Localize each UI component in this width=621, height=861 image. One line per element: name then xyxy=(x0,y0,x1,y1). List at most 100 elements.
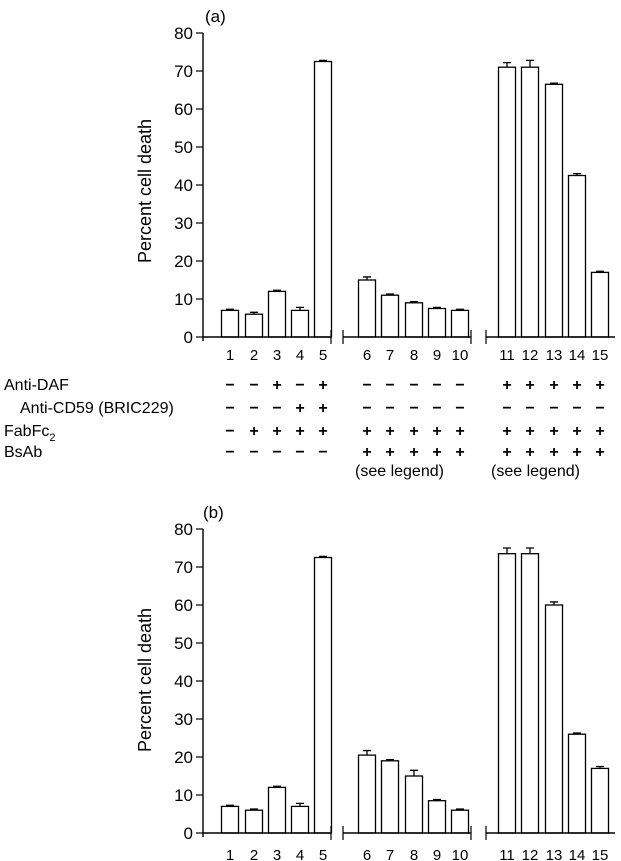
bar-10 xyxy=(450,309,470,338)
y-tick-label: 30 xyxy=(174,214,193,233)
error-bar-15 xyxy=(596,270,604,273)
x-category-label: 15 xyxy=(592,347,609,364)
minus-sign: − xyxy=(272,400,281,417)
minus-sign: − xyxy=(295,444,304,461)
plus-sign: + xyxy=(502,423,511,440)
plus-sign: + xyxy=(385,423,394,440)
minus-sign: − xyxy=(249,400,258,417)
x-category-label: 14 xyxy=(569,847,586,861)
bar-10 xyxy=(450,809,470,834)
plus-sign: + xyxy=(525,377,534,394)
row-label-fabfc2: FabFc2 xyxy=(4,423,55,444)
plus-sign: + xyxy=(318,423,327,440)
row-label-anti-daf: Anti-DAF xyxy=(4,377,69,394)
minus-sign: − xyxy=(385,377,394,394)
error-bar-14 xyxy=(573,172,581,176)
minus-sign: − xyxy=(432,400,441,417)
minus-sign: − xyxy=(249,444,258,461)
y-tick-label: 80 xyxy=(174,24,193,43)
legend-note-group-2: (see legend) xyxy=(355,463,444,480)
bar-2 xyxy=(244,313,264,338)
minus-sign: − xyxy=(409,400,418,417)
minus-sign: − xyxy=(362,400,371,417)
minus-sign: − xyxy=(318,444,327,461)
minus-sign: − xyxy=(549,400,558,417)
x-category-label: 6 xyxy=(363,847,371,861)
plus-sign: + xyxy=(595,423,604,440)
panel-a-label: (a) xyxy=(205,7,226,26)
error-bar-1 xyxy=(226,804,234,807)
bar-8 xyxy=(404,775,424,834)
minus-sign: − xyxy=(502,400,511,417)
plus-sign: + xyxy=(432,423,441,440)
error-bar-10 xyxy=(456,808,464,811)
y-tick-label: 50 xyxy=(174,634,193,653)
y-tick-label: 0 xyxy=(184,824,193,843)
x-category-label: 5 xyxy=(319,847,327,861)
x-category-label: 10 xyxy=(452,847,469,861)
plus-sign: + xyxy=(572,377,581,394)
error-bar-8 xyxy=(410,769,418,776)
x-category-label: 13 xyxy=(546,847,563,861)
y-tick-label: 60 xyxy=(174,596,193,615)
x-category-label: 5 xyxy=(319,347,327,364)
bar-1 xyxy=(220,805,240,834)
error-bar-12 xyxy=(526,547,534,554)
x-category-label: 10 xyxy=(452,347,469,364)
y-tick-label: 30 xyxy=(174,710,193,729)
x-category-label: 3 xyxy=(273,347,281,364)
x-category-label: 8 xyxy=(410,847,418,861)
minus-sign: − xyxy=(272,444,281,461)
error-bar-13 xyxy=(550,601,558,605)
y-tick-label: 80 xyxy=(174,520,193,539)
row-label-bsab: BsAb xyxy=(4,444,42,461)
bar-2 xyxy=(244,809,264,834)
error-bar-11 xyxy=(503,61,511,68)
x-category-label: 7 xyxy=(386,847,394,861)
minus-sign: − xyxy=(455,377,464,394)
bar-14 xyxy=(567,174,587,338)
error-bar-4 xyxy=(296,306,304,311)
minus-sign: − xyxy=(225,444,234,461)
minus-sign: − xyxy=(595,400,604,417)
bar-1 xyxy=(220,309,240,338)
plus-sign: + xyxy=(502,444,511,461)
y-tick-label: 40 xyxy=(174,176,193,195)
minus-sign: − xyxy=(385,400,394,417)
error-bar-11 xyxy=(503,547,511,554)
plus-sign: + xyxy=(249,423,258,440)
plus-sign: + xyxy=(572,423,581,440)
error-bar-15 xyxy=(596,765,604,769)
error-bar-4 xyxy=(296,802,304,807)
error-bar-7 xyxy=(386,293,394,296)
plus-sign: + xyxy=(272,423,281,440)
plus-sign: + xyxy=(572,444,581,461)
x-category-label: 8 xyxy=(410,347,418,364)
error-bar-10 xyxy=(456,308,464,311)
bar-4 xyxy=(290,309,310,338)
bar-11 xyxy=(497,66,517,338)
row-label-anti-cd59: Anti-CD59 (BRIC229) xyxy=(20,400,174,417)
error-bar-5 xyxy=(319,59,327,62)
y-tick-label: 70 xyxy=(174,62,193,81)
y-tick-label: 60 xyxy=(174,100,193,119)
plus-sign: + xyxy=(549,377,558,394)
bar-7 xyxy=(380,760,400,834)
plus-sign: + xyxy=(295,423,304,440)
panel-b-y-ticks: 0 10 20 30 40 50 60 70 80 xyxy=(174,520,203,843)
panel-b-bars xyxy=(220,547,610,834)
error-bar-1 xyxy=(226,308,234,311)
x-category-label: 2 xyxy=(250,347,258,364)
plus-sign: + xyxy=(318,377,327,394)
y-tick-label: 50 xyxy=(174,138,193,157)
x-category-label: 13 xyxy=(546,347,563,364)
panel-a-category-labels: 1 2 3 4 5 6 7 8 9 10 11 12 13 14 15 xyxy=(226,347,609,364)
bar-7 xyxy=(380,294,400,338)
panel-b-chart: (b) Percent cell death 01020304050607080… xyxy=(135,503,615,861)
y-tick-label: 20 xyxy=(174,748,193,767)
minus-sign: − xyxy=(409,377,418,394)
bar-11 xyxy=(497,553,517,834)
y-tick-label: 0 xyxy=(184,328,193,347)
panel-a-chart: (a) Percent cell death 01020304050607080… xyxy=(135,7,615,364)
x-category-label: 4 xyxy=(296,347,304,364)
